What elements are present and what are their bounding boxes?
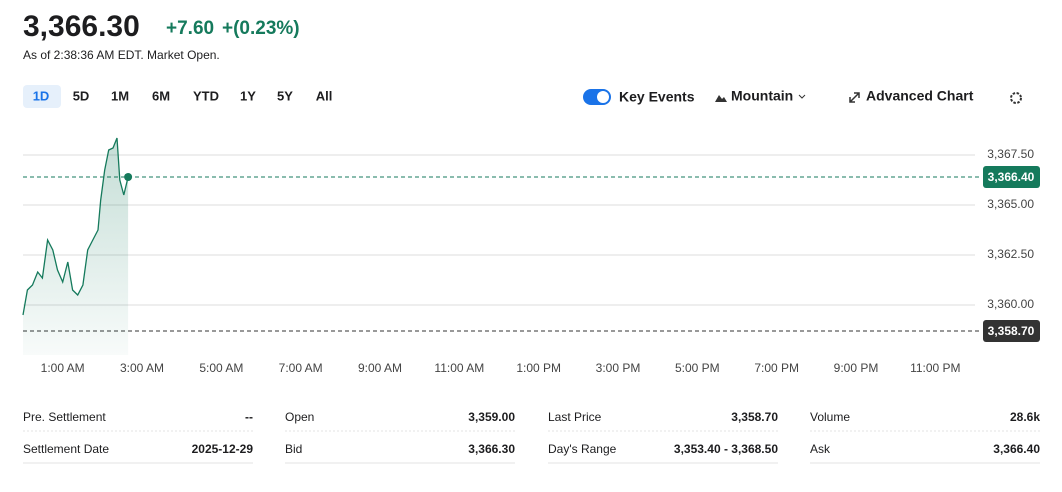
expand-icon xyxy=(849,92,860,103)
x-tick-label: 3:00 AM xyxy=(120,361,164,375)
stat-value: 3,358.70 xyxy=(731,410,778,424)
tab[interactable]: 1M xyxy=(111,88,129,103)
stat-label: Pre. Settlement xyxy=(23,410,106,424)
mountain-icon xyxy=(715,95,727,102)
stat-value: 3,366.40 xyxy=(993,442,1040,456)
x-tick-label: 11:00 PM xyxy=(910,361,960,375)
settings-icon[interactable] xyxy=(1010,92,1022,104)
stat-value: 28.6k xyxy=(1010,410,1040,424)
stat-value: 3,366.30 xyxy=(468,442,515,456)
area xyxy=(23,138,129,355)
chart-style[interactable]: Mountain xyxy=(731,88,793,104)
tab[interactable]: 5Y xyxy=(277,88,293,103)
stat-value: 2025-12-29 xyxy=(192,442,254,456)
stat-label: Last Price xyxy=(548,410,602,424)
tab[interactable]: 1D xyxy=(33,88,50,103)
reference-label-bg xyxy=(983,320,1040,342)
tab[interactable]: All xyxy=(316,88,333,103)
key-events[interactable]: Key Events xyxy=(619,89,695,105)
price: 3,366.30 xyxy=(23,10,140,43)
stat-value: 3,359.00 xyxy=(468,410,515,424)
tab-active-bg xyxy=(23,85,61,108)
reference-label: 3,366.40 xyxy=(988,170,1035,184)
stat-label: Open xyxy=(285,410,314,424)
toggle-knob xyxy=(597,91,609,103)
x-tick-label: 3:00 PM xyxy=(596,361,641,375)
x-tick-label: 7:00 PM xyxy=(754,361,799,375)
last-point xyxy=(124,173,133,181)
as-of: As of 2:38:36 AM EDT. Market Open. xyxy=(23,48,220,62)
stat-label: Volume xyxy=(810,410,850,424)
x-tick-label: 7:00 AM xyxy=(279,361,323,375)
change-percent: +(0.23%) xyxy=(222,18,300,39)
x-tick-label: 1:00 PM xyxy=(516,361,561,375)
tab[interactable]: 1Y xyxy=(240,88,256,103)
advanced-chart[interactable]: Advanced Chart xyxy=(866,88,974,104)
x-tick-label: 5:00 AM xyxy=(199,361,243,375)
stat-value: 3,353.40 - 3,368.50 xyxy=(674,442,778,456)
tab[interactable]: 5D xyxy=(73,88,90,103)
price-line xyxy=(22,137,129,316)
x-tick-label: 11:00 AM xyxy=(434,361,484,375)
reference-label-bg xyxy=(983,166,1040,188)
y-tick-label: 3,365.00 xyxy=(987,197,1034,211)
y-tick-label: 3,367.50 xyxy=(987,147,1034,161)
chevron xyxy=(798,94,806,99)
x-tick-label: 5:00 PM xyxy=(675,361,720,375)
y-tick-label: 3,362.50 xyxy=(987,247,1034,261)
tab[interactable]: 6M xyxy=(152,88,170,103)
x-tick-label: 9:00 PM xyxy=(834,361,879,375)
stat-label: Settlement Date xyxy=(23,442,109,456)
reference-label: 3,358.70 xyxy=(988,324,1035,338)
tab[interactable]: YTD xyxy=(193,88,219,103)
y-tick-label: 3,360.00 xyxy=(987,297,1034,311)
x-tick-label: 9:00 AM xyxy=(358,361,402,375)
x-tick-label: 1:00 AM xyxy=(41,361,85,375)
stat-label: Ask xyxy=(810,442,831,456)
stat-label: Bid xyxy=(285,442,302,456)
change: +7.60 xyxy=(166,18,214,39)
stat-value: -- xyxy=(245,410,253,424)
stat-label: Day's Range xyxy=(548,442,617,456)
